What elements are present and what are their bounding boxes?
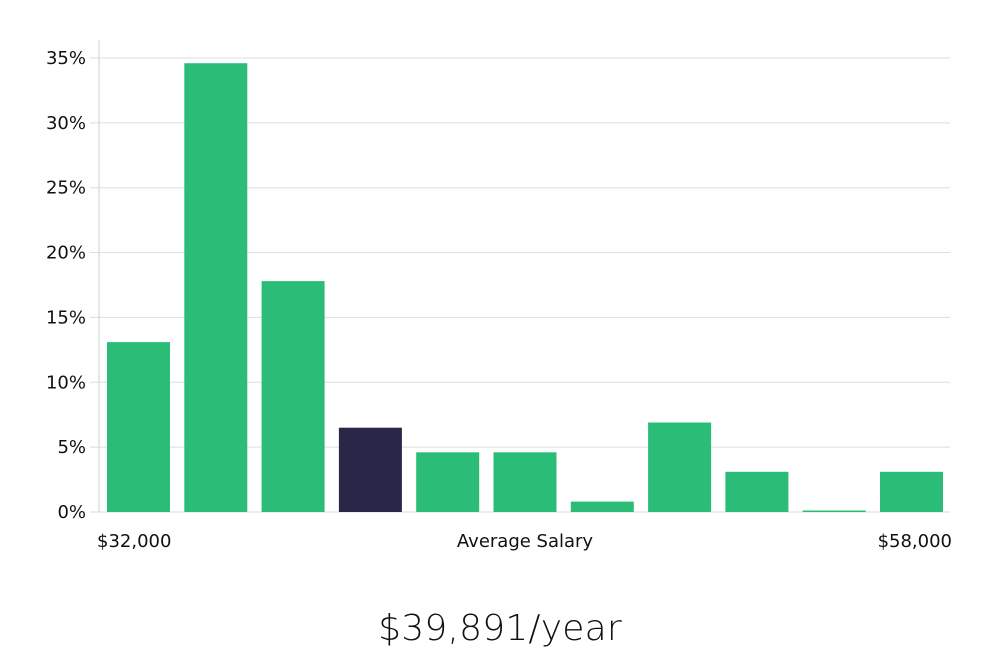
x-axis-title: Average Salary xyxy=(457,531,594,552)
average-salary-headline: $39,891/year xyxy=(378,608,622,649)
bar[interactable] xyxy=(184,63,248,512)
y-tick-label: 10% xyxy=(46,372,86,393)
x-min-label: $32,000 xyxy=(97,531,171,552)
bar[interactable] xyxy=(261,281,325,512)
y-tick-label: 0% xyxy=(57,502,86,523)
y-tick-label: 25% xyxy=(46,178,86,199)
bar[interactable] xyxy=(802,510,866,513)
y-tick-label: 15% xyxy=(46,307,86,328)
y-tick-label: 30% xyxy=(46,113,86,134)
y-tick-label: 5% xyxy=(57,437,86,458)
chart-svg: $32,000 Average Salary $58,000 0% 5% 10% 15… xyxy=(46,40,952,552)
y-tick-label: 35% xyxy=(46,48,86,69)
label-layer: $32,000 Average Salary $58,000 0% 5% 10% 15… xyxy=(46,48,952,552)
bar[interactable] xyxy=(880,471,943,512)
y-tick-label: 20% xyxy=(46,243,86,264)
bar[interactable] xyxy=(725,471,789,512)
bar[interactable] xyxy=(493,452,557,512)
bar[interactable] xyxy=(107,342,170,512)
bar-highlighted[interactable] xyxy=(338,427,402,512)
bar[interactable] xyxy=(570,501,634,512)
bar[interactable] xyxy=(416,452,480,512)
bar-layer xyxy=(107,63,943,512)
bar[interactable] xyxy=(648,422,712,513)
x-max-label: $58,000 xyxy=(878,531,952,552)
